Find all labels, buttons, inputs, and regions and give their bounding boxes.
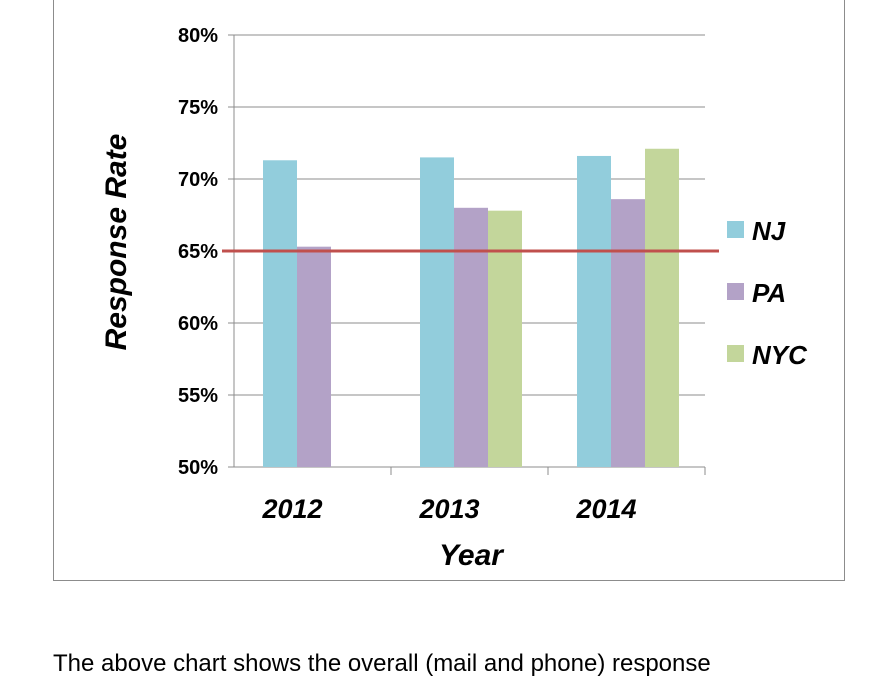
caption-text: The above chart shows the overall (mail … [53,650,711,677]
bar-pa-2013 [454,207,488,468]
legend-swatch-pa [727,283,744,300]
bar-chart: 50% 55% 60% 65% 70% 75% 80% 2012 2013 2014 Year Res… [100,25,808,572]
bar-nj-2014 [577,155,611,467]
bar-nj-2012 [263,160,297,467]
legend-label-pa: PA [752,278,786,308]
y-tick-label: 70% [178,169,218,191]
x-axis-title: Year [439,539,505,572]
x-tick-label: 2012 [261,494,322,524]
bar-pa-2012 [297,246,331,467]
y-tick-label: 75% [178,97,218,119]
chart-frame: 50% 55% 60% 65% 70% 75% 80% 2012 2013 2014 Year Res… [53,0,845,581]
bar-nyc-2013 [488,210,522,467]
y-axis-title: Response Rate [100,134,133,351]
y-tick-label: 60% [178,313,218,335]
x-tick-label: 2013 [418,494,479,524]
bar-nj-2013 [420,157,454,467]
legend-swatch-nj [727,221,744,238]
y-tick-label: 55% [178,385,218,407]
legend-label-nyc: NYC [752,340,808,370]
legend-label-nj: NJ [752,216,786,246]
legend-swatch-nyc [727,345,744,362]
bar-pa-2014 [611,199,645,467]
y-tick-label: 65% [178,241,218,263]
x-tick-label: 2014 [575,494,636,524]
y-tick-label: 50% [178,457,218,479]
bar-nyc-2014 [645,148,679,467]
y-tick-label: 80% [178,25,218,47]
